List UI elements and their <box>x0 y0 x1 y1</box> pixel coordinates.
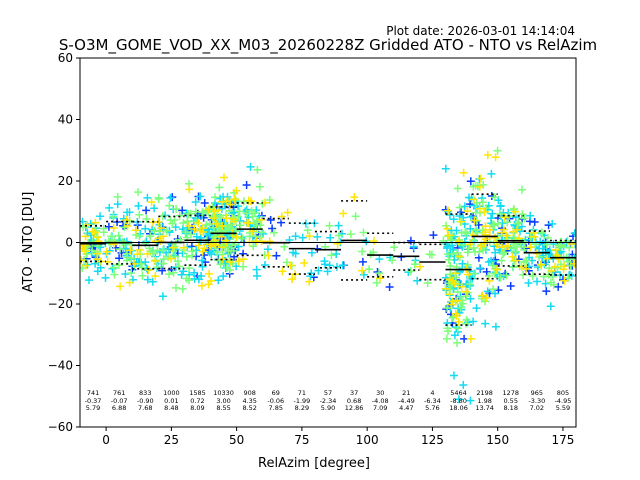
x-tick-label: 150 <box>486 433 509 447</box>
x-tick-label: 175 <box>551 433 574 447</box>
bin-mean-label: -2.34 <box>320 397 337 405</box>
bin-std-label: 5.90 <box>321 404 335 412</box>
bin-mean-label: -1.99 <box>293 397 310 405</box>
bin-n-label: 5464 <box>450 389 467 397</box>
bin-mean-label: 1.98 <box>477 397 491 405</box>
y-tick-label: 0 <box>65 236 73 250</box>
x-tick-label: 25 <box>164 433 179 447</box>
y-tick-label: 60 <box>58 51 73 65</box>
bin-n-label: 2198 <box>476 389 493 397</box>
bin-std-label: 7.09 <box>373 404 387 412</box>
bin-std-label: 8.52 <box>242 404 256 412</box>
bin-mean-label: -0.37 <box>85 397 102 405</box>
bin-n-label: 805 <box>557 389 569 397</box>
bin-n-label: 1585 <box>189 389 206 397</box>
bin-mean-label: 0.72 <box>190 397 204 405</box>
bin-mean-label: -4.95 <box>555 397 572 405</box>
scatter-series-2 <box>80 162 576 405</box>
x-tick-label: 0 <box>102 433 110 447</box>
y-axis-label: ATO - NTO [DU] <box>21 192 36 293</box>
bin-std-label: 4.47 <box>399 404 413 412</box>
bin-n-label: 741 <box>87 389 99 397</box>
bin-std-label: 7.02 <box>530 404 544 412</box>
bin-mean-label: -0.90 <box>137 397 154 405</box>
bin-std-label: 5.76 <box>425 404 439 412</box>
bin-n-label: 833 <box>139 389 151 397</box>
y-tick-label: 20 <box>58 174 73 188</box>
x-tick-label: 75 <box>294 433 309 447</box>
scatter-marks <box>80 146 576 405</box>
y-tick-label: −40 <box>48 359 73 373</box>
bin-n-label: 69 <box>272 389 280 397</box>
bin-mean-label: 0.55 <box>503 397 517 405</box>
bin-n-label: 10330 <box>213 389 234 397</box>
bin-mean-label: -6.34 <box>424 397 441 405</box>
bin-mean-label: -0.07 <box>111 397 128 405</box>
scatter-points <box>80 146 576 405</box>
bin-n-label: 1278 <box>502 389 519 397</box>
bin-n-label: 4 <box>430 389 434 397</box>
bin-std-label: 8.55 <box>216 404 230 412</box>
x-tick-label: 125 <box>421 433 444 447</box>
bin-mean-label: 0.68 <box>347 397 361 405</box>
bin-n-label: 965 <box>531 389 543 397</box>
bin-std-label: 18.06 <box>449 404 468 412</box>
bin-std-label: 7.85 <box>269 404 283 412</box>
x-tick-label: 50 <box>229 433 244 447</box>
bin-mean-label: -4.08 <box>372 397 389 405</box>
bin-std-label: 7.68 <box>138 404 152 412</box>
bin-n-label: 908 <box>243 389 255 397</box>
bin-n-label: 57 <box>324 389 332 397</box>
bin-mean-label: -8.80 <box>450 397 467 405</box>
bin-n-label: 1000 <box>163 389 180 397</box>
bin-mean-label: 4.35 <box>242 397 256 405</box>
bin-n-label: 71 <box>298 389 306 397</box>
x-tick-label: 100 <box>356 433 379 447</box>
x-axis-label: RelAzim [degree] <box>258 456 370 471</box>
bin-n-label: 30 <box>376 389 384 397</box>
bin-std-label: 13.74 <box>475 404 494 412</box>
scatter-series-4 <box>80 151 576 343</box>
bin-std-label: 8.29 <box>295 404 309 412</box>
bin-statistics <box>80 193 576 326</box>
bin-n-label: 761 <box>113 389 125 397</box>
y-tick-label: 40 <box>58 113 73 127</box>
bin-mean-label: -4.49 <box>398 397 415 405</box>
bin-mean-label: 3.00 <box>216 397 230 405</box>
bin-std-label: 8.18 <box>503 404 517 412</box>
y-tick-label: −20 <box>48 297 73 311</box>
bin-mean-label: -0.06 <box>267 397 284 405</box>
bin-n-label: 37 <box>350 389 358 397</box>
chart-title: S-O3M_GOME_VOD_XX_M03_20260228Z Gridded … <box>59 36 597 55</box>
y-tick-label: −60 <box>48 420 73 434</box>
bin-std-label: 5.59 <box>556 404 570 412</box>
bin-std-label: 8.48 <box>164 404 178 412</box>
bin-mean-label: -3.30 <box>528 397 545 405</box>
bin-stat-labels: 741-0.375.79 761-0.076.88 833-0.907.68 1000… <box>85 389 572 412</box>
bin-mean-label: 0.01 <box>164 397 178 405</box>
bin-std-label: 8.09 <box>190 404 204 412</box>
axes: 0 25 50 75 100 125 150 175 −60 −40 −20 0 20 40 60 <box>48 51 577 447</box>
bin-std-label: 6.88 <box>112 404 126 412</box>
plot-date: Plot date: 2026-03-01 14:14:04 <box>386 24 575 38</box>
bin-std-label: 12.86 <box>345 404 364 412</box>
bin-n-label: 21 <box>402 389 410 397</box>
bin-std-label: 5.79 <box>86 404 100 412</box>
